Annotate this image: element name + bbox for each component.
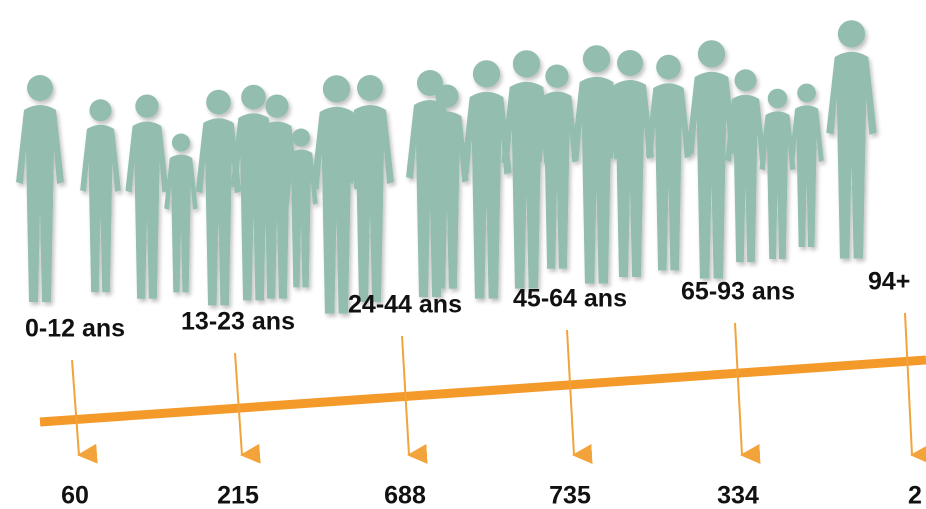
person-silhouette	[80, 99, 121, 292]
person-silhouette	[571, 45, 621, 283]
count-value: 60	[61, 482, 89, 509]
person-silhouette	[196, 90, 242, 306]
age-label: 45-64 ans	[513, 285, 627, 313]
person-silhouette	[725, 69, 766, 262]
age-label: 24-44 ans	[348, 291, 462, 319]
age-label: 65-93 ans	[681, 278, 795, 306]
arrow	[905, 313, 912, 455]
age-label: 13-23 ans	[181, 308, 295, 336]
count-value: 334	[717, 482, 759, 509]
age-label: 94+	[868, 268, 910, 296]
page: {"groups": [ {"label": "0-12 ans", "coun…	[0, 0, 926, 509]
person-silhouette	[346, 75, 394, 302]
arrow	[72, 360, 79, 455]
person-silhouette	[16, 75, 64, 302]
arrow	[735, 323, 742, 455]
person-silhouette	[760, 89, 796, 259]
person-silhouette	[164, 134, 198, 293]
silhouettes	[16, 20, 877, 313]
count-value: 2	[908, 482, 922, 509]
person-silhouette	[646, 55, 692, 271]
person-silhouette	[125, 95, 168, 299]
person-silhouette	[461, 60, 511, 298]
count-value: 688	[384, 482, 426, 509]
arrow	[567, 330, 574, 455]
person-silhouette	[826, 20, 876, 258]
timeline	[40, 360, 926, 422]
count-value: 735	[549, 482, 591, 509]
infographic: 0-12 ans 60 13-23 ans 215 24-44 ans 688 45-64 …	[0, 0, 926, 509]
count-value: 215	[217, 482, 259, 509]
age-label: 0-12 ans	[25, 315, 125, 343]
